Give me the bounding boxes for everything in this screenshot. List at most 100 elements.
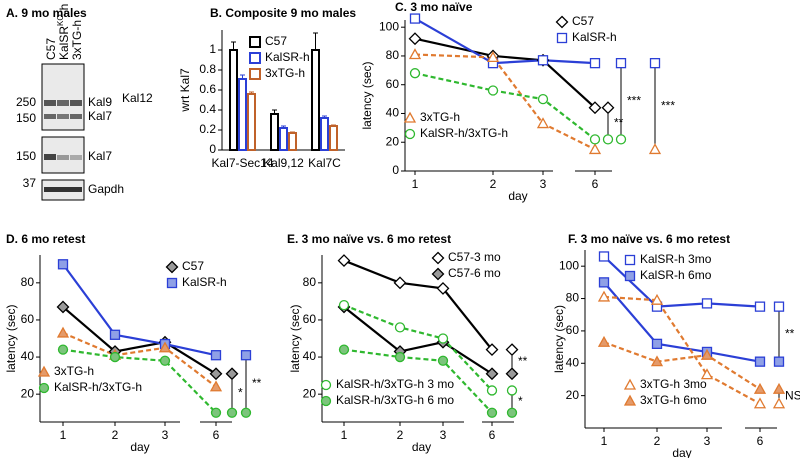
lane-label: 3xTG-h — [70, 20, 84, 60]
x-tick-label: 2 — [397, 428, 404, 442]
band — [44, 100, 56, 106]
series-line — [414, 72, 596, 141]
significance-label: *** — [661, 98, 675, 112]
y-tick-label: 20 — [386, 134, 400, 148]
x-tick-label: 1 — [60, 428, 67, 442]
y-tick-label: 80 — [386, 48, 400, 62]
legend-marker — [403, 111, 417, 123]
mw-label: 150 — [16, 111, 36, 125]
panel-title: F. 3 mo naïve vs. 6 mo retest — [568, 232, 730, 246]
lane-label-part: KalSR — [57, 26, 71, 60]
marker — [772, 382, 786, 394]
legend-marker — [431, 267, 445, 281]
series-line — [414, 17, 596, 65]
marker — [651, 338, 663, 350]
band-label: Gapdh — [88, 182, 124, 196]
marker — [773, 356, 785, 367]
marker — [337, 254, 351, 267]
marker — [505, 367, 519, 381]
marker — [436, 281, 450, 295]
band — [44, 187, 82, 192]
marker — [506, 385, 518, 396]
legend-swatch — [249, 52, 261, 64]
legend-marker — [431, 251, 445, 265]
legend-label: 3xTG-h — [54, 364, 94, 378]
series-line — [603, 281, 761, 363]
y-tick-label: 100 — [559, 258, 579, 272]
series-line — [62, 263, 217, 357]
marker — [409, 13, 421, 24]
marker — [650, 293, 664, 305]
marker — [394, 322, 406, 333]
legend-marker — [38, 382, 50, 394]
y-tick-label: 80 — [21, 275, 35, 289]
marker — [648, 143, 662, 155]
marker — [506, 407, 518, 418]
y-tick-label: 60 — [21, 312, 35, 326]
panel-title: D. 6 mo retest — [6, 232, 85, 246]
y-tick-label: 60 — [303, 312, 317, 326]
series-line — [343, 259, 493, 351]
x-axis-label: day — [412, 440, 431, 454]
marker — [505, 343, 519, 357]
y-tick-label: 1 — [209, 42, 216, 56]
series-line — [343, 304, 493, 392]
marker — [240, 350, 252, 361]
legend-label: KalSR-h/3xTG-h 3 mo — [336, 377, 454, 391]
band — [70, 155, 82, 160]
significance-label: ** — [518, 354, 528, 368]
panel-title: E. 3 mo naïve vs. 6 mo retest — [287, 232, 451, 246]
y-tick-label: 80 — [566, 291, 580, 305]
y-tick-label: 60 — [566, 323, 580, 337]
marker — [109, 351, 121, 363]
series-line — [343, 348, 493, 414]
legend-marker — [555, 15, 569, 29]
band-label: Kal7 — [88, 109, 112, 123]
bar — [279, 127, 288, 151]
significance-label: * — [238, 385, 243, 399]
x-tick-label: 1 — [412, 177, 419, 191]
x-tick-label: 3 — [440, 428, 447, 442]
y-tick-label: 40 — [303, 349, 317, 363]
y-tick-label: 40 — [21, 349, 35, 363]
x-tick-label: 6 — [757, 434, 764, 448]
y-tick-label: 60 — [386, 77, 400, 91]
y-tick-label: 80 — [303, 275, 317, 289]
legend-marker — [623, 378, 637, 390]
marker — [615, 134, 627, 145]
marker — [226, 407, 238, 418]
marker — [210, 350, 222, 361]
legend-label: KalSR-h/3xTG-h 6 mo — [336, 393, 454, 407]
marker — [158, 341, 172, 353]
y-tick-label: 0 — [392, 163, 399, 177]
band — [70, 100, 82, 106]
marker — [408, 48, 422, 60]
marker — [485, 367, 499, 381]
x-tick-label: 1 — [601, 434, 608, 448]
band — [57, 100, 69, 106]
x-tick-label: 2 — [112, 428, 119, 442]
marker — [56, 300, 70, 314]
y-tick-label: 20 — [21, 386, 35, 400]
marker — [598, 277, 610, 288]
marker — [597, 290, 611, 302]
bar — [270, 113, 279, 151]
marker — [597, 335, 611, 347]
marker — [700, 368, 714, 380]
marker — [754, 301, 766, 312]
y-tick-label: 100 — [379, 19, 399, 33]
lane-label-part: -h — [57, 4, 71, 15]
legend-marker — [623, 394, 637, 406]
significance-label: *** — [627, 93, 641, 107]
blot-panel: A. 9 mo males C57 KalSRKO-h 3xTG-h Kal9 … — [6, 4, 153, 201]
legend-marker — [37, 365, 51, 377]
legend-label: 3xTG-h 6mo — [640, 393, 707, 407]
blot-box — [41, 63, 85, 131]
bar — [247, 93, 256, 151]
legend-label: C57 — [182, 259, 204, 273]
marker — [486, 51, 500, 63]
marker — [394, 351, 406, 363]
legend-marker — [320, 379, 332, 391]
marker — [601, 101, 615, 115]
marker — [588, 101, 602, 115]
